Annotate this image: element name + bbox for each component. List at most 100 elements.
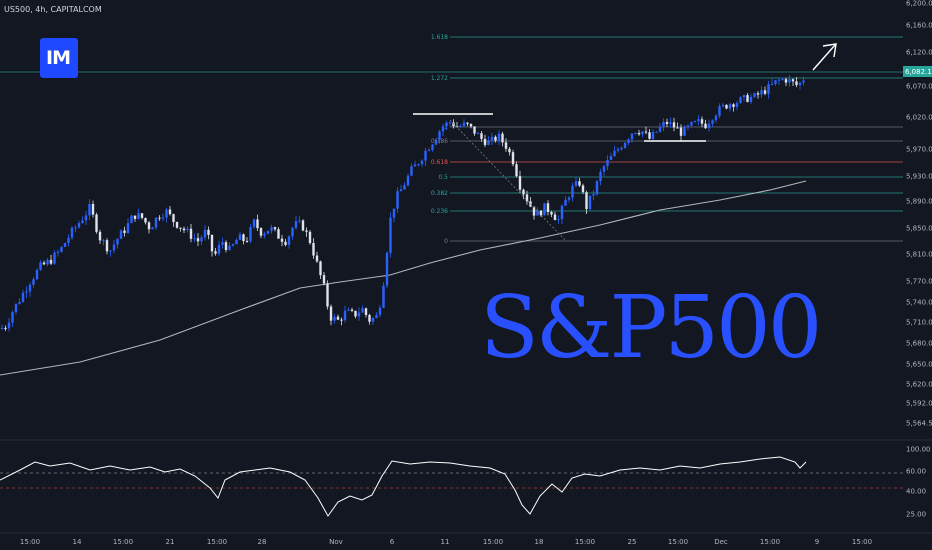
candle-body — [644, 131, 648, 133]
candle-body — [256, 219, 259, 229]
candle-body — [788, 79, 791, 83]
candle-body — [536, 210, 539, 216]
time-tick-label: 15:00 — [668, 538, 688, 546]
candle-body — [350, 309, 354, 311]
candle-body — [105, 240, 109, 252]
time-tick-label: 15:00 — [575, 538, 595, 546]
candle-body — [322, 275, 326, 284]
candle-body — [623, 142, 627, 148]
candle-body — [753, 93, 756, 97]
price-tick-label: 5,890.0 — [906, 198, 932, 206]
candle-body — [557, 219, 560, 221]
candle-body — [627, 139, 630, 143]
candle-body — [567, 197, 571, 200]
candle-body — [242, 234, 245, 241]
candle-body — [683, 126, 686, 136]
candle-body — [238, 234, 242, 240]
candle-body — [658, 126, 662, 132]
candle-body — [648, 132, 651, 139]
fib-level-label: 0.618 — [431, 159, 448, 166]
candle-body — [452, 122, 455, 127]
candle-body — [46, 259, 49, 265]
oscillator-tick-label: 25.00 — [906, 511, 926, 519]
candle-body — [21, 292, 25, 302]
candle-body — [459, 126, 462, 128]
candle-body — [511, 152, 515, 165]
candle-body — [326, 283, 329, 307]
candle-body — [469, 123, 473, 127]
candle-body — [161, 217, 165, 219]
candle-body — [319, 261, 322, 276]
time-axis[interactable]: 15:00 14 15:00 21 15:00 28 Nov 6 11 15:00 18 15:00 2… — [20, 538, 872, 546]
candle-body — [389, 217, 392, 253]
candle-body — [434, 139, 438, 145]
candle-body — [133, 215, 137, 219]
candle-body — [609, 156, 613, 160]
candle-body — [732, 104, 735, 107]
candle-body — [497, 133, 501, 141]
time-tick-label: 15:00 — [760, 538, 780, 546]
candle-body — [781, 79, 784, 81]
candle-body — [315, 255, 319, 262]
candle-body — [480, 133, 483, 139]
candle-body — [616, 149, 620, 151]
candle-body — [364, 308, 368, 316]
candle-body — [224, 242, 228, 250]
candle-body — [35, 269, 39, 280]
candle-body — [798, 82, 802, 86]
candle-body — [84, 215, 88, 221]
candle-body — [574, 181, 578, 186]
fib-level-label: 0 — [444, 238, 448, 245]
candle-body — [448, 122, 452, 124]
price-tick-label: 5,680.0 — [906, 340, 932, 348]
candle-body — [721, 104, 725, 107]
price-tick-label: 5,930.0 — [906, 173, 932, 181]
candle-body — [0, 327, 4, 329]
candle-body — [221, 242, 224, 245]
candle-body — [763, 90, 767, 94]
candle-body — [175, 221, 179, 228]
candle-body — [585, 192, 588, 210]
logo-text: IM — [46, 47, 71, 69]
candle-body — [123, 230, 126, 233]
candle-body — [378, 307, 382, 315]
candle-body — [641, 131, 644, 135]
chart-grid — [0, 71, 932, 534]
price-tick-label: 6,160.0 — [906, 22, 932, 30]
price-tick-label: 5,810.0 — [906, 251, 932, 259]
candle-body — [396, 191, 399, 209]
price-tick-label: 6,200.0 — [906, 0, 932, 8]
candle-body — [791, 79, 795, 82]
candle-body — [60, 246, 63, 252]
candle-body — [214, 251, 217, 254]
candle-body — [718, 106, 721, 116]
candle-body — [4, 327, 7, 329]
candle-body — [179, 227, 182, 229]
symbol-header[interactable]: US500, 4h, CAPITALCOM — [4, 5, 102, 14]
time-tick-label: 15:00 — [852, 538, 872, 546]
candle-body — [714, 115, 718, 121]
candle-body — [368, 315, 371, 322]
candle-body — [679, 127, 683, 136]
candle-body — [49, 259, 53, 264]
candle-body — [186, 228, 189, 231]
candle-body — [630, 133, 634, 140]
candle-body — [427, 149, 431, 151]
price-axis[interactable]: 6,200.0 6,160.0 6,120.0 6,070.0 6,020.0 5,970… — [906, 0, 932, 519]
price-tick-label: 5,592.0 — [906, 400, 932, 408]
candle-body — [441, 126, 445, 132]
candle-body — [693, 121, 697, 123]
price-tick-label: 6,120.0 — [906, 49, 932, 57]
candle-body — [777, 79, 781, 81]
candle-body — [508, 148, 511, 153]
price-tick-label: 5,770.0 — [906, 278, 932, 286]
candle-body — [406, 175, 410, 186]
candle-body — [410, 166, 413, 176]
candlestick-series — [0, 74, 805, 332]
candle-body — [413, 164, 417, 167]
candle-body — [767, 84, 770, 94]
time-tick-label: 28 — [258, 538, 267, 546]
candle-body — [525, 194, 529, 202]
candle-body — [739, 97, 742, 103]
